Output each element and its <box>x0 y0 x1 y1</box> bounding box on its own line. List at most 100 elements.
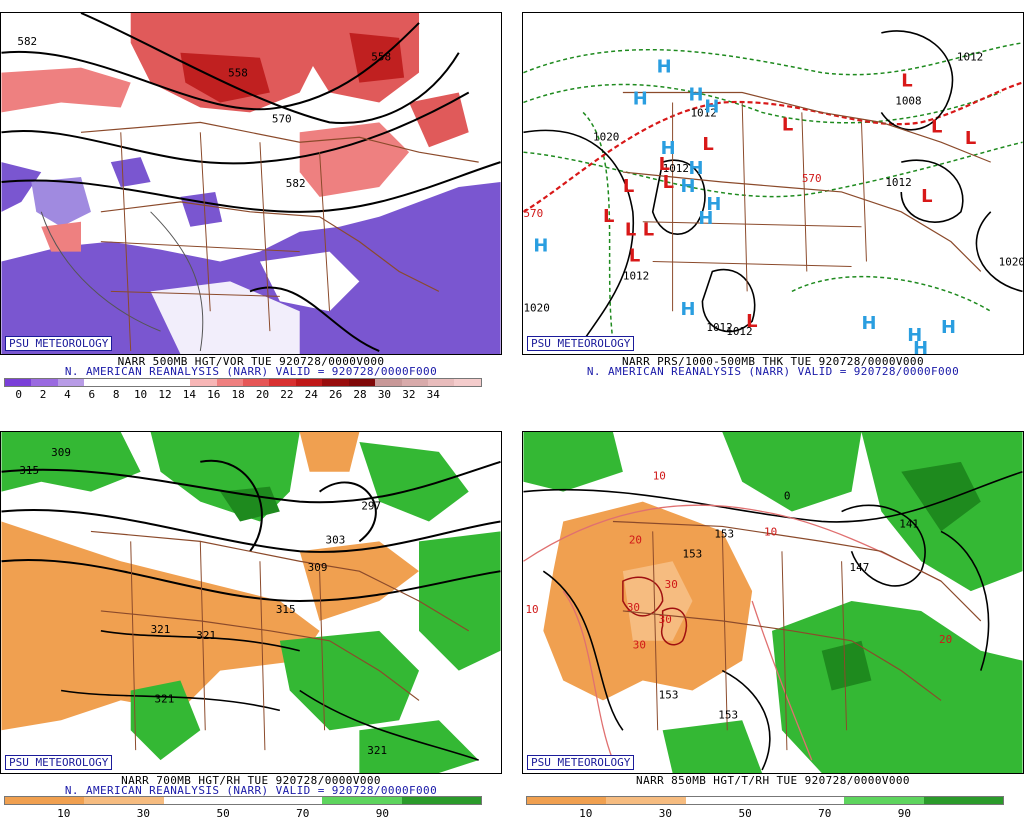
temperature-label: 10 <box>653 470 666 483</box>
colorbar-tick-label: 90 <box>897 807 912 820</box>
colorbar-swatch <box>685 797 726 804</box>
high-pressure-marker: H <box>533 236 548 257</box>
colorbar-swatch <box>441 797 482 804</box>
high-pressure-marker: H <box>633 88 648 109</box>
isobar-label: 1020 <box>593 130 619 143</box>
colorbar-swatch <box>57 379 85 386</box>
temperature-label: 10 <box>764 525 777 538</box>
colorbar-swatch <box>454 379 481 386</box>
low-pressure-marker: L <box>623 176 634 197</box>
contour-label: 321 <box>367 744 387 757</box>
colorbar-swatch <box>163 797 204 804</box>
humidity850-map: 153 153 153 147 141 153 10 20 10 10 30 3… <box>522 431 1024 774</box>
colorbar-swatch <box>923 797 964 804</box>
low-pressure-marker: L <box>746 311 757 332</box>
colorbar-swatch <box>124 797 164 804</box>
contour-label: 315 <box>276 603 296 616</box>
colorbar-swatch <box>44 797 85 804</box>
isobar-label: 1012 <box>706 321 732 334</box>
isobar-label: 1008 <box>895 94 921 107</box>
low-pressure-marker: L <box>659 154 670 175</box>
colorbar-swatch <box>606 797 647 804</box>
high-pressure-marker: H <box>657 57 672 78</box>
high-pressure-marker: H <box>688 84 703 105</box>
high-pressure-marker: H <box>704 96 719 117</box>
colorbar-swatch <box>362 797 402 804</box>
caption-valid: N. AMERICAN REANALYSIS (NARR) VALID = 92… <box>64 784 438 797</box>
colorbar-tick-label: 10 <box>133 388 148 401</box>
colorbar-swatch <box>163 379 191 386</box>
colorbar-tick-label: 20 <box>255 388 270 401</box>
colorbar-ticks: 10 30 50 70 90 <box>526 807 1004 820</box>
colorbar-swatch <box>110 379 138 386</box>
isobar-label: 1012 <box>690 106 716 119</box>
colorbar-swatch <box>725 797 766 804</box>
colorbar-swatch <box>844 797 885 804</box>
temperature-label: 30 <box>627 601 640 614</box>
pressure-map-graphic: 1012 1020 1008 1012 1012 1012 1012 570 5… <box>523 30 1023 354</box>
colorbar-tick-label: 70 <box>818 807 832 820</box>
attribution-badge: PSU METEOROLOGY <box>5 336 113 351</box>
humidity850-map-graphic: 153 153 153 147 141 153 10 20 10 10 30 3… <box>523 432 1023 773</box>
isobar-label: 1020 <box>999 256 1023 269</box>
colorbar-swatch <box>348 379 376 386</box>
colorbar-swatch <box>375 379 402 386</box>
colorbar-swatch <box>963 797 1004 804</box>
isobar-label: 1012 <box>885 176 911 189</box>
height-label: 153 <box>714 527 734 540</box>
contour-label: 558 <box>228 67 248 80</box>
colorbar-swatch <box>646 797 686 804</box>
colorbar-swatch <box>884 797 924 804</box>
height-label: 147 <box>850 561 870 574</box>
height-label: 141 <box>899 517 919 530</box>
colorbar-swatch <box>137 379 164 386</box>
isobar-label: 1020 <box>523 301 549 314</box>
colorbar-swatch <box>243 797 283 804</box>
colorbar-swatch <box>31 379 58 386</box>
vorticity-map-graphic: 582 558 558 570 582 <box>1 13 501 354</box>
high-pressure-marker: H <box>681 299 696 320</box>
humidity700-map: 309 315 297 303 309 315 321 321 321 321 … <box>0 431 502 774</box>
colorbar <box>4 378 482 387</box>
contour-label: 321 <box>151 623 171 636</box>
low-pressure-marker: L <box>625 220 636 241</box>
high-pressure-marker: H <box>661 138 676 159</box>
high-pressure-marker: H <box>941 317 956 338</box>
colorbar-swatch <box>216 379 243 386</box>
low-pressure-marker: L <box>921 186 932 207</box>
colorbar-tick-label: 2 <box>39 388 47 401</box>
colorbar-tick-label: 16 <box>207 388 221 401</box>
temperature-label: 30 <box>659 613 672 626</box>
isobar-label: 1012 <box>623 269 649 282</box>
contour-label: 558 <box>371 51 391 64</box>
caption-valid: N. AMERICAN REANALYSIS (NARR) VALID = 92… <box>64 365 438 378</box>
high-pressure-marker: H <box>913 338 928 354</box>
colorbar-swatch <box>203 797 244 804</box>
high-pressure-marker: H <box>681 176 696 197</box>
colorbar-tick-label: 10 <box>57 807 71 820</box>
colorbar-tick-label: 24 <box>304 388 318 401</box>
colorbar-swatch <box>804 797 845 804</box>
low-pressure-marker: L <box>931 116 942 137</box>
low-pressure-marker: L <box>629 246 640 267</box>
contour-label: 309 <box>51 446 71 459</box>
colorbar-tick-label: 34 <box>426 388 440 401</box>
caption-valid: N. AMERICAN REANALYSIS (NARR) VALID = 92… <box>586 365 960 378</box>
contour-label: 570 <box>272 112 292 125</box>
high-pressure-marker: H <box>698 208 713 229</box>
colorbar-swatch <box>282 797 323 804</box>
contour-label: 582 <box>17 35 37 48</box>
attribution-badge: PSU METEOROLOGY <box>527 755 635 770</box>
temperature-label: 30 <box>633 639 646 652</box>
vorticity-map: 582 558 558 570 582 PSU METEOROLOGY <box>0 12 502 355</box>
colorbar-swatch <box>5 797 45 804</box>
isobar-label: 1012 <box>663 162 689 175</box>
colorbar-tick-label: 0 <box>15 388 22 401</box>
temperature-label: 20 <box>629 533 642 546</box>
colorbar-tick-label: 70 <box>296 807 310 820</box>
colorbar-tick-label: 18 <box>231 388 245 401</box>
high-pressure-marker: H <box>907 325 922 346</box>
colorbar-tick-label: 26 <box>329 388 343 401</box>
colorbar-swatch <box>322 797 363 804</box>
low-pressure-marker: L <box>901 71 912 92</box>
